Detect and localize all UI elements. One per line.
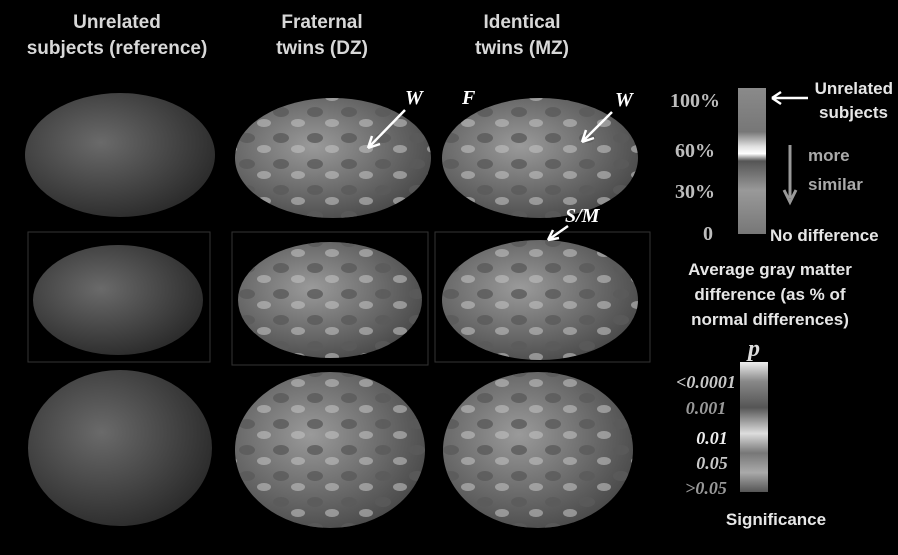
scale-tick: 0.001: [686, 398, 727, 418]
scale-tick: 60%: [675, 140, 715, 162]
annotation: W: [405, 87, 424, 109]
scale-label: more: [808, 146, 850, 165]
scale-label: No difference: [770, 226, 879, 245]
color-bar: [738, 88, 766, 234]
annotation: F: [461, 87, 476, 109]
color-bar: [740, 362, 768, 492]
column-header: Unrelated: [73, 12, 161, 33]
scale-caption: difference (as % of: [694, 285, 845, 304]
annotation: S/M: [565, 205, 601, 227]
column-header: Fraternal: [281, 12, 362, 33]
scale-label: similar: [808, 175, 863, 194]
scale-tick: 100%: [670, 90, 720, 112]
column-header: twins (MZ): [475, 38, 569, 59]
column-header: Identical: [483, 12, 560, 33]
scale-tick: 0.05: [696, 453, 728, 473]
scale-caption: Significance: [726, 510, 826, 529]
scale-tick: 0: [703, 223, 713, 245]
scale-label: Unrelated: [815, 79, 893, 98]
scale-tick: <0.0001: [676, 372, 736, 392]
annotation: W: [615, 89, 634, 111]
brain-images: [25, 93, 638, 528]
scale-label: subjects: [819, 103, 888, 122]
scale-tick: 30%: [675, 181, 715, 203]
scale-caption: normal differences): [691, 310, 849, 329]
scale-caption: Average gray matter: [688, 260, 852, 279]
arrow: [784, 145, 796, 202]
scale-tick: 0.01: [696, 428, 728, 448]
scale-symbol: p: [746, 336, 760, 362]
figure: Unrelated subjects (reference) Fraternal…: [0, 0, 898, 555]
column-header: subjects (reference): [27, 38, 208, 59]
arrow: [772, 92, 808, 104]
column-header: twins (DZ): [276, 38, 368, 59]
arrow: [548, 226, 568, 240]
scale-tick: >0.05: [685, 478, 727, 498]
